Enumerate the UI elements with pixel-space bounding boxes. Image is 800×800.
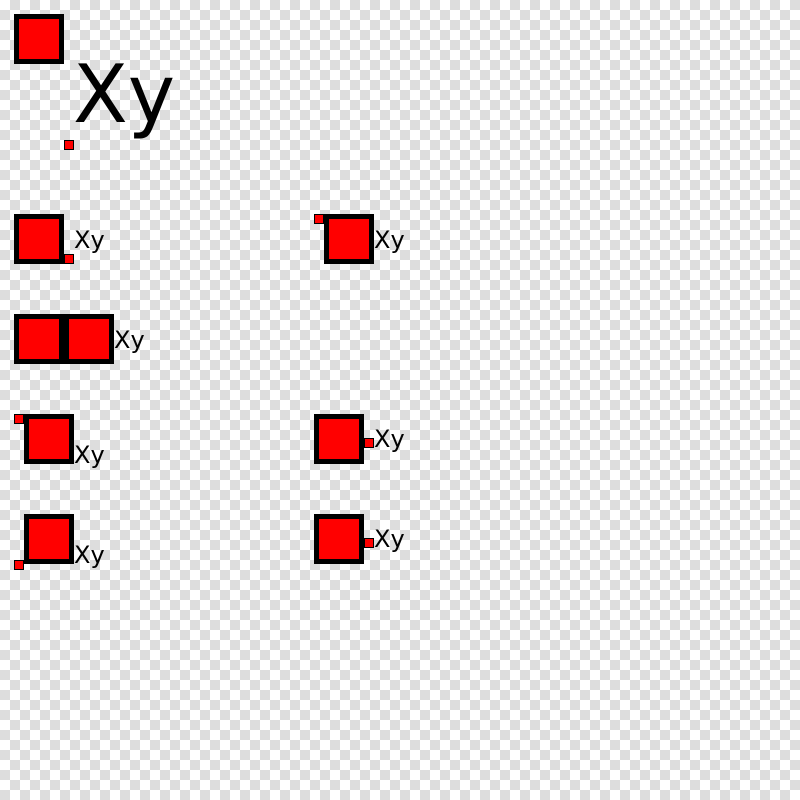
label-r3-left: Xy — [114, 326, 145, 354]
square-r5-left — [24, 514, 74, 564]
label-r2-right: Xy — [374, 226, 405, 254]
label-r2-left: Xy — [74, 226, 105, 254]
square-r5-right — [314, 514, 364, 564]
marker-r4-left — [14, 414, 24, 424]
marker-r5-left — [14, 560, 24, 570]
square-r4-left — [24, 414, 74, 464]
marker-r5-right — [364, 538, 374, 548]
label-r5-left: Xy — [74, 541, 105, 569]
marker-r4-right — [364, 438, 374, 448]
label-r4-left: Xy — [74, 441, 105, 469]
square-r2-right — [324, 214, 374, 264]
square-r3-b — [64, 314, 114, 364]
square-r2-left — [14, 214, 64, 264]
label-r4-right: Xy — [374, 425, 405, 453]
square-r4-right — [314, 414, 364, 464]
marker-r2-right — [314, 214, 324, 224]
marker-r1 — [64, 140, 74, 150]
square-r3-a — [14, 314, 64, 364]
label-large: Xy — [73, 48, 175, 141]
marker-r2-left — [64, 254, 74, 264]
label-r5-right: Xy — [374, 525, 405, 553]
large-square — [14, 14, 64, 64]
